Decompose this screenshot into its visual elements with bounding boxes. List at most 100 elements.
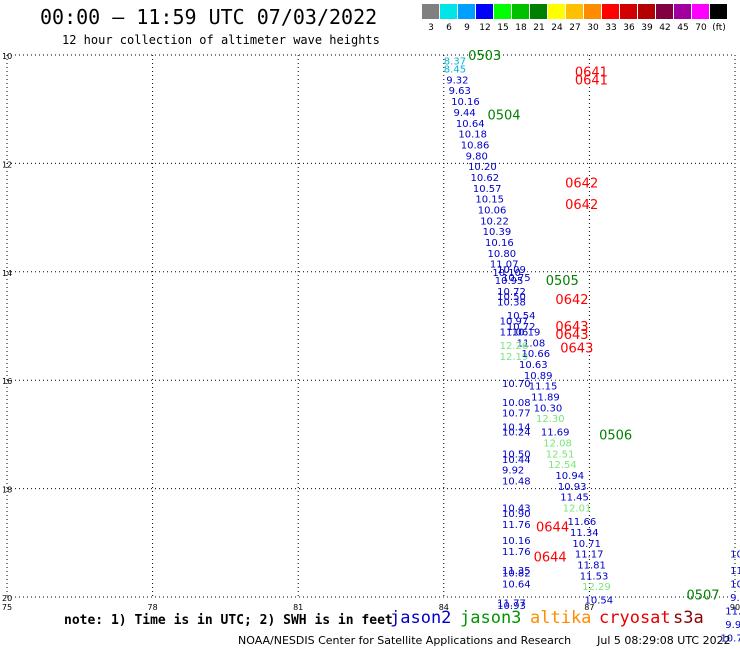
swh-value: 10.90 [502, 509, 531, 520]
scale-label: 3 [428, 23, 434, 33]
legend-note: note: 1) Time is in UTC; 2) SWH is in fe… [64, 613, 393, 628]
swh-value: 10.19 [512, 327, 541, 338]
swh-value: 10.94 [555, 471, 584, 482]
swh-value: 11.34 [570, 528, 599, 539]
time-label: 0643 [555, 328, 588, 343]
lat-tick-label: 18 [2, 486, 12, 495]
time-label: 0641 [575, 65, 608, 80]
scale-swatch [512, 4, 529, 19]
scale-label: 12 [479, 23, 491, 33]
swh-value: 10.77 [502, 409, 531, 420]
scale-label: 36 [623, 23, 635, 33]
swh-value: 10.08 [502, 398, 531, 409]
lon-tick-label: 84 [439, 603, 449, 612]
swh-value: 10.89 [524, 371, 553, 382]
swh-value: 12.30 [536, 414, 565, 425]
swh-value: 10.16 [485, 238, 514, 249]
legend-s3a: s3a [673, 608, 704, 628]
swh-value: 10.50 [502, 449, 531, 460]
scale-swatch [674, 4, 691, 19]
lon-tick-label: 87 [584, 603, 594, 612]
swh-value: 12.54 [548, 460, 577, 471]
swh-value: 9.9 [730, 593, 740, 604]
swh-value: 10.43 [502, 504, 531, 515]
swh-value: 11.06 [500, 327, 529, 338]
scale-swatch [458, 4, 475, 19]
scale-swatch [566, 4, 583, 19]
swh-value: 10.62 [470, 173, 499, 184]
swh-value: 10.14 [502, 422, 531, 433]
time-label: 0642 [565, 176, 598, 191]
time-label: 0644 [534, 550, 567, 565]
scale-swatch [656, 4, 673, 19]
swh-value: 9.44 [454, 108, 476, 119]
swh-value: 11.17 [575, 550, 604, 561]
swh-value: 8.45 [444, 65, 466, 76]
swh-value: 11.35 [502, 566, 531, 577]
swh-value: 10 [730, 550, 740, 561]
swh-value: 10.54 [585, 596, 614, 607]
swh-value: 11.69 [541, 428, 570, 439]
swh-value: 9.94 [725, 620, 740, 631]
scale-swatch [440, 4, 457, 19]
swh-value: 10.39 [483, 227, 512, 238]
swh-value: 9.80 [466, 151, 488, 162]
time-label: 0505 [546, 274, 579, 289]
scale-label: 33 [605, 23, 617, 33]
scale-label: 24 [551, 23, 563, 33]
swh-value: 10.72 [497, 287, 526, 298]
swh-value: 11.45 [560, 493, 589, 504]
swh-value: 10.06 [478, 205, 507, 216]
scale-swatch [530, 4, 547, 19]
scale-swatch [422, 4, 439, 19]
lon-tick-label: 75 [2, 603, 12, 612]
page-subtitle: 12 hour collection of altimeter wave hei… [62, 33, 380, 47]
scale-swatch [584, 4, 601, 19]
swh-value: 10.09 [497, 265, 526, 276]
swh-value: 11.7 [725, 607, 740, 618]
scale-swatch [692, 4, 709, 19]
scale-label: 27 [569, 23, 581, 33]
swh-value: 10.72 [507, 322, 536, 333]
time-label: 0506 [599, 428, 632, 443]
swh-value: 12.08 [543, 439, 572, 450]
swh-value: 10.70 [502, 379, 531, 390]
lat-tick-label: 12 [2, 160, 12, 169]
swh-value: 11 [730, 566, 740, 577]
swh-value: 10.50 [497, 292, 526, 303]
scale-swatch [494, 4, 511, 19]
swh-value: 10.75 [502, 273, 531, 284]
swh-value: 10.22 [480, 216, 509, 227]
swh-value: 11.77 [497, 598, 526, 609]
swh-value: 10.93 [497, 601, 526, 612]
swh-value: 10.10 [492, 268, 521, 279]
time-label: 0504 [487, 109, 520, 124]
swh-value: 8.37 [444, 56, 466, 67]
swh-value: 11.89 [531, 392, 560, 403]
swh-value: 12.51 [546, 449, 575, 460]
swh-value: 10.16 [451, 97, 480, 108]
scale-swatch [476, 4, 493, 19]
footer: NOAA/NESDIS Center for Satellite Applica… [238, 634, 731, 647]
time-label: 0643 [560, 342, 593, 357]
swh-value: 11.66 [568, 517, 597, 528]
lat-tick-label: 14 [2, 269, 12, 278]
swh-value: 11.81 [577, 560, 606, 571]
swh-value: 12.26 [500, 341, 529, 352]
scale-label: 15 [497, 23, 509, 33]
swh-value: 12.29 [582, 582, 611, 593]
time-label: 0503 [468, 49, 501, 64]
swh-value: 10.71 [572, 539, 601, 550]
swh-value: 10.95 [495, 276, 524, 287]
swh-value: 10.30 [534, 403, 563, 414]
swh-value: 10.79 [720, 634, 740, 645]
swh-value: 12.01 [563, 504, 592, 515]
swh-value: 9.92 [502, 466, 524, 477]
swh-value: 10.80 [487, 249, 516, 260]
lat-tick-label: 16 [2, 377, 12, 386]
swh-value: 11.76 [502, 547, 531, 558]
swh-value: 12.19 [500, 352, 529, 363]
swh-value: 11.15 [529, 382, 558, 393]
scale-label: 70 [695, 23, 707, 33]
scale-label: 39 [641, 23, 653, 33]
